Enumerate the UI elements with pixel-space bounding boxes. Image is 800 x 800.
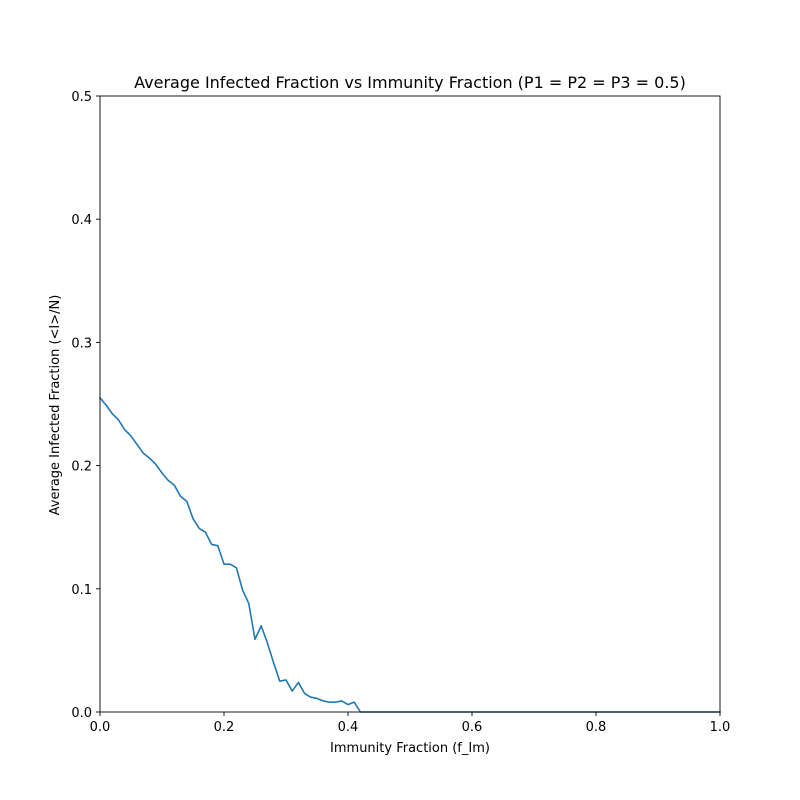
y-tick-label: 0.3 (71, 336, 92, 351)
x-axis-label: Immunity Fraction (f_Im) (330, 741, 490, 756)
x-tick-label: 0.6 (462, 720, 483, 735)
y-tick-label: 0.5 (71, 90, 92, 105)
axes-frame (99, 95, 721, 713)
y-tick-label: 0.1 (71, 583, 92, 598)
axis-ticks: 0.0 0.2 0.4 0.6 0.8 1.0 0.0 0.1 0.2 0.3 0.4 0.5 (71, 90, 730, 735)
y-tick-label: 0.4 (71, 213, 92, 228)
plot-area (98, 95, 721, 713)
x-tick-label: 0.8 (586, 720, 607, 735)
y-tick-label: 0.0 (71, 706, 92, 721)
y-tick-label: 0.2 (71, 460, 92, 475)
y-axis-label: Average Infected Fraction (<I>/N) (48, 295, 63, 516)
x-tick-label: 1.0 (710, 720, 731, 735)
x-tick-label: 0.2 (214, 720, 235, 735)
chart-title: Average Infected Fraction vs Immunity Fr… (134, 73, 686, 92)
x-tick-label: 0.0 (90, 720, 111, 735)
x-tick-label: 0.4 (338, 720, 359, 735)
